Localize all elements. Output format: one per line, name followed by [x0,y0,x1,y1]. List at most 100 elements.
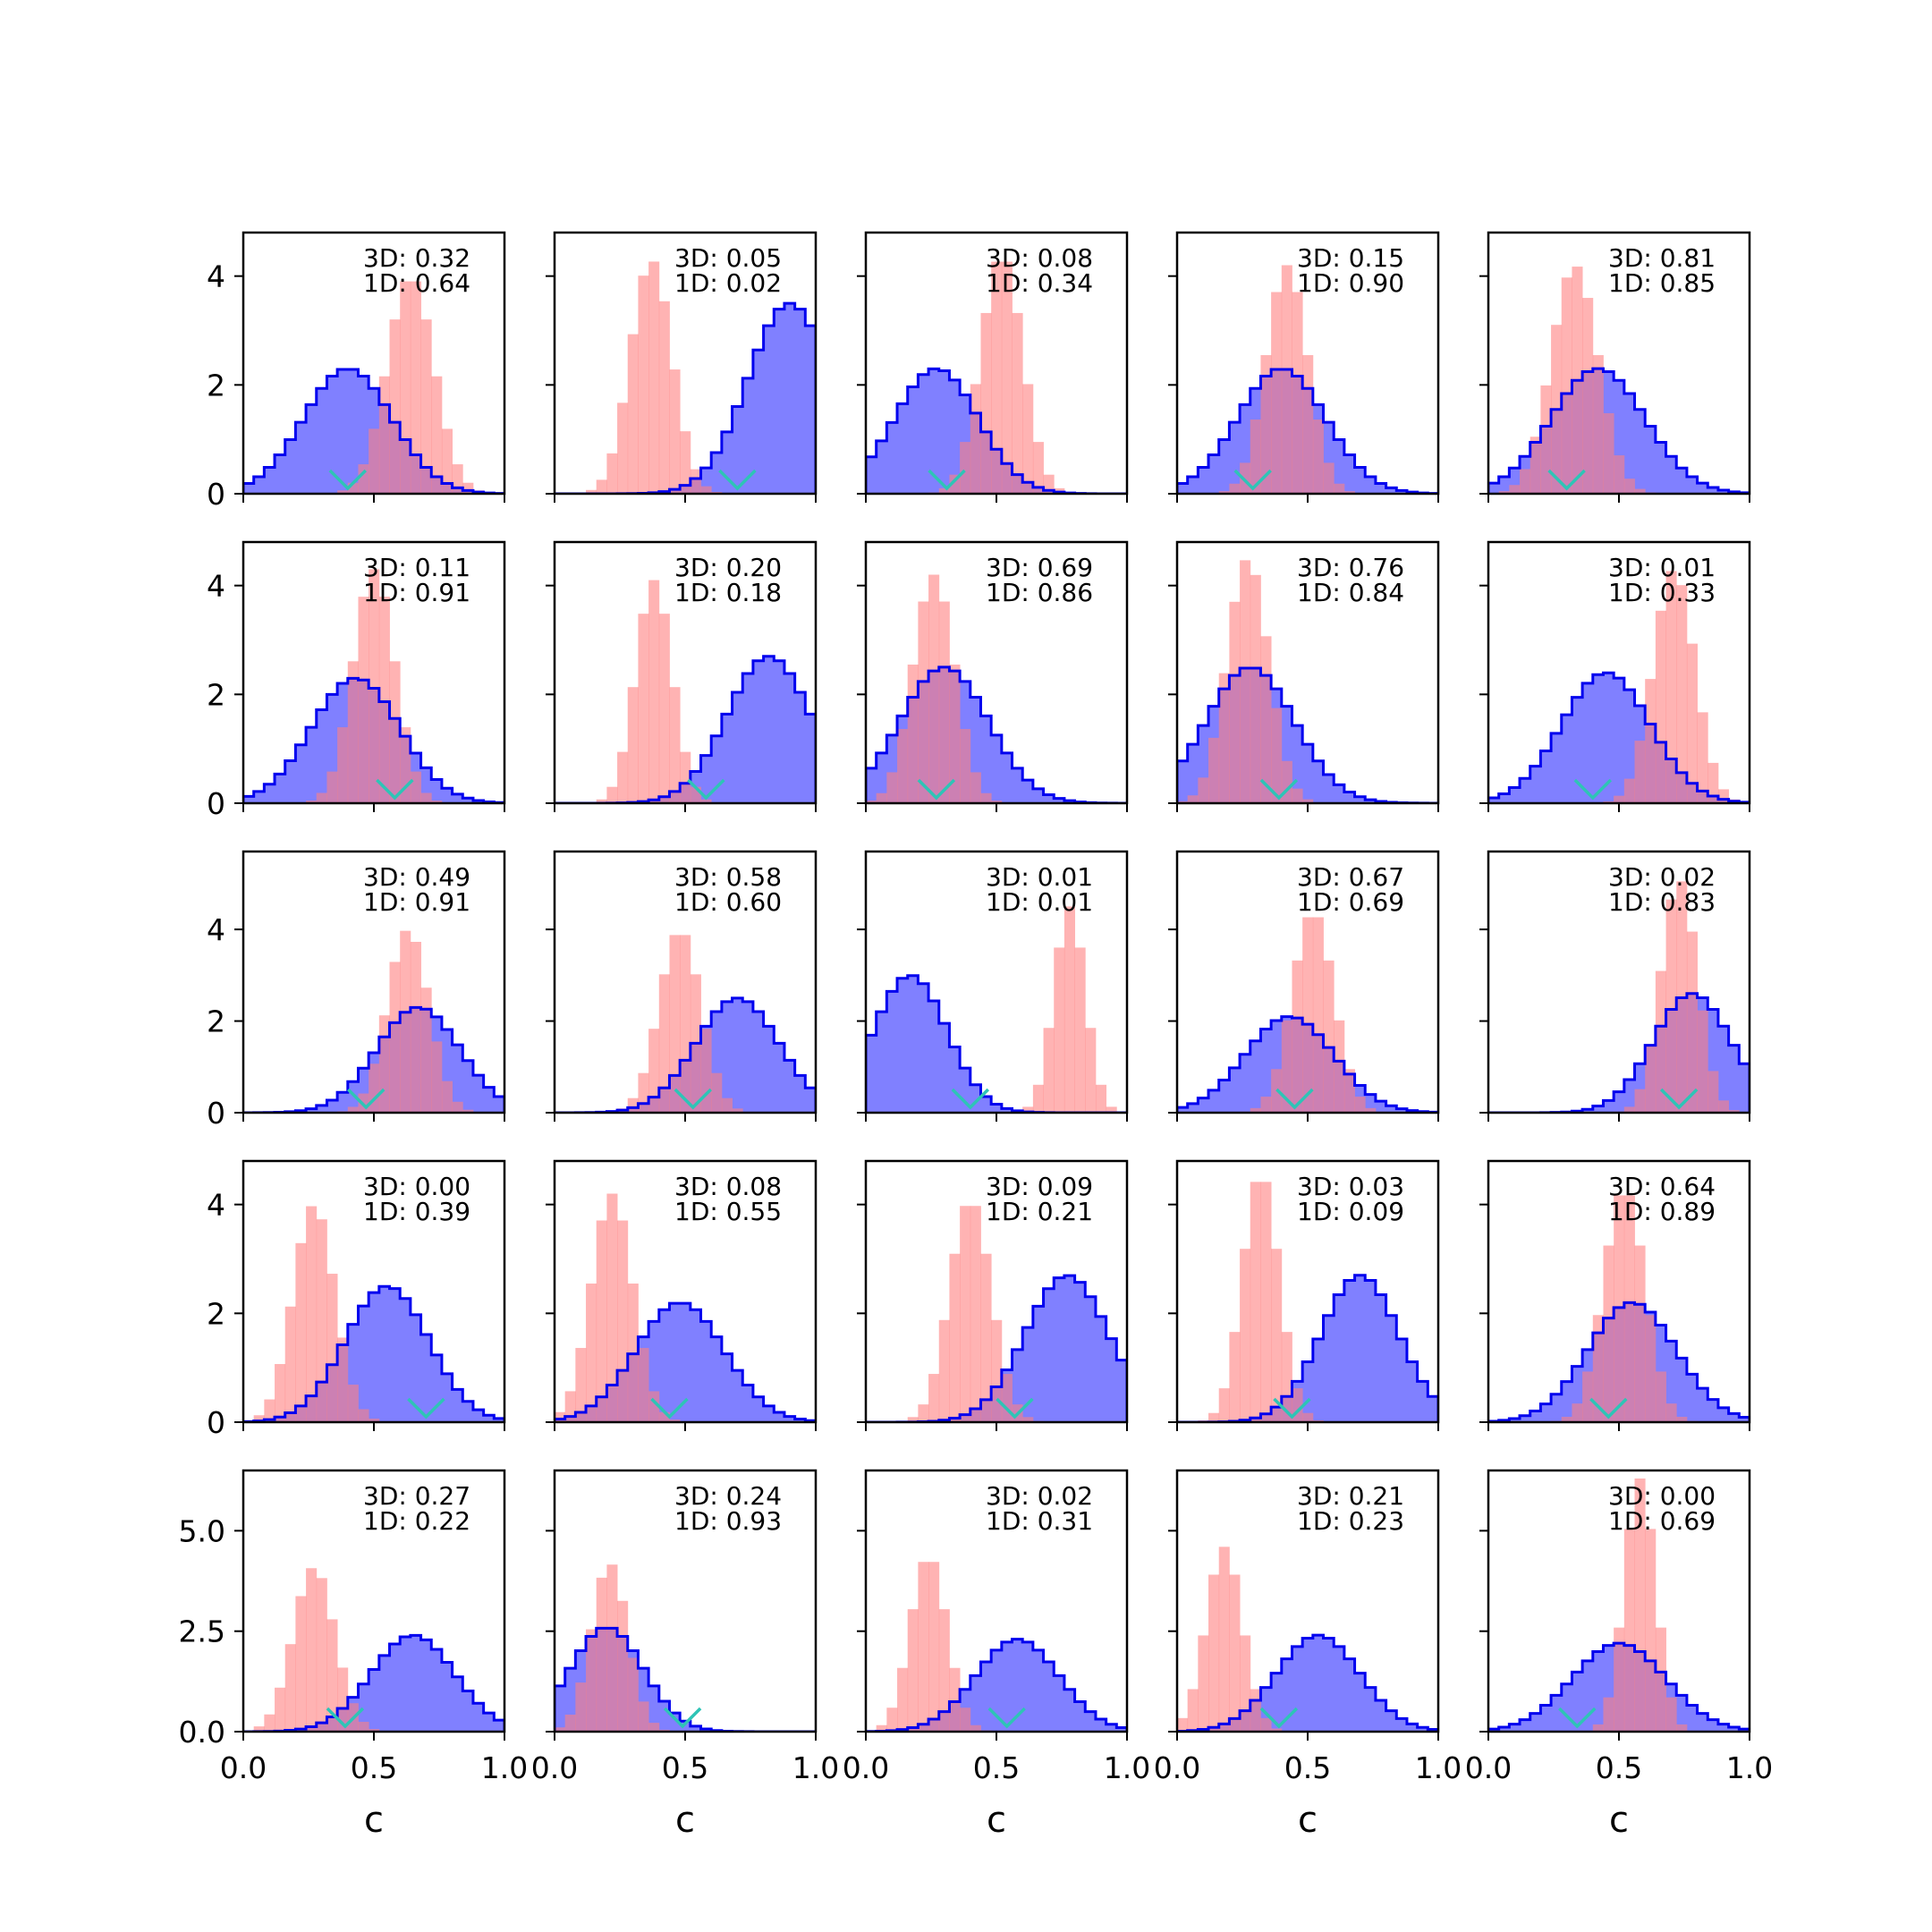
narrow-bar [1260,1182,1272,1422]
narrow-bar [253,1726,265,1732]
x-tick-label: 1.0 [1104,1750,1150,1785]
wide-bar [1334,439,1345,494]
wide-step-outline [1177,1015,1438,1113]
marker-chevron [917,778,956,801]
wide-bar [1686,477,1698,494]
narrow-bar [658,614,670,803]
narrow-bar [316,1578,327,1732]
narrow-bar [1032,442,1044,494]
narrow-bar [1665,1697,1677,1732]
narrow-bar [264,1399,275,1422]
marker-chevron [1273,1397,1311,1419]
wide-bar [1229,422,1241,494]
wide-bar [1208,454,1220,494]
marker-chevron [987,1707,1026,1729]
narrow-bar [586,1284,597,1422]
wide-bar [805,1088,816,1113]
plot-area [866,574,1127,803]
narrow-bar [306,1568,318,1732]
wide-bar [1592,1106,1604,1113]
wide-bar [1717,490,1730,494]
narrow-bar [1187,795,1199,803]
wide-bar [1074,1701,1086,1732]
wide-bar [1365,800,1377,803]
wide-step-outline [243,1284,504,1422]
plot-area [1488,1478,1750,1732]
narrow-bar [970,1724,981,1732]
wide-bar [1520,1719,1531,1732]
narrow-bar [400,281,411,494]
wide-bar [805,714,816,803]
wide-bar [1323,1638,1335,1732]
wide-bar [1292,1646,1303,1732]
narrow-bar [1592,1724,1604,1732]
narrow-bar [337,727,349,803]
wide-bar [866,456,877,494]
narrow-bar [1634,1245,1646,1422]
narrow-bar [1063,906,1075,1113]
wide-bar [1396,1339,1408,1422]
wide-bar [358,1306,369,1422]
stat-3d-label: 3D: 0.21 [1297,1481,1404,1511]
wide-bar [1375,1294,1386,1422]
plot-area [1177,265,1438,494]
narrow-bar [918,601,929,803]
narrow-bar [295,1242,307,1422]
narrow-bar [452,1101,463,1113]
narrow-bar [1260,1097,1272,1113]
x-axis-label: c [364,1800,384,1841]
narrow-bar [1354,1097,1366,1113]
wide-bar [1697,483,1708,494]
wide-bar [306,404,318,494]
narrow-bar [1218,673,1230,803]
wide-bar [1540,1403,1552,1422]
y-tick-label: 0.0 [179,1715,225,1750]
narrow-bar [1561,1417,1572,1422]
plot-area [243,281,504,494]
wide-bar [1250,1040,1261,1113]
wide-bar [410,1635,421,1732]
wide-bar [721,431,733,494]
narrow-bar [462,1109,474,1113]
wide-bar [794,309,806,494]
narrow-bar [669,935,681,1113]
wide-bar [1592,674,1604,803]
wide-bar [1509,787,1521,803]
narrow-bar [264,1714,275,1732]
wide-bar [1043,1662,1055,1732]
narrow-bar [938,487,950,494]
plot-area [866,261,1127,494]
x-tick-label: 0.0 [220,1750,267,1785]
wide-bar [441,788,453,803]
narrow-bar [316,792,327,803]
stat-3d-label: 3D: 0.02 [1608,862,1716,892]
narrow-bar [658,974,670,1113]
narrow-bar [347,661,359,803]
narrow-bar [1187,1689,1199,1732]
narrow-bar [1365,1107,1377,1113]
x-tick-label: 0.0 [843,1750,889,1785]
narrow-bar [970,772,981,803]
wide-bar [1365,477,1377,494]
narrow-bar [627,1097,639,1113]
wide-bar [1665,456,1677,494]
wide-bar [1551,1695,1563,1732]
wide-bar [441,1373,453,1422]
stat-1d-label: 1D: 0.91 [363,887,470,917]
wide-bar [805,326,816,494]
narrow-bar [596,1577,607,1732]
plot-area [555,1193,816,1422]
wide-step-outline [1177,1633,1438,1732]
wide-bar [1686,1705,1698,1732]
plot-area [1177,1546,1438,1732]
wide-bar [472,1075,485,1113]
narrow-bar [1665,1403,1677,1422]
wide-step-outline [243,676,504,803]
narrow-bar [876,1724,887,1732]
